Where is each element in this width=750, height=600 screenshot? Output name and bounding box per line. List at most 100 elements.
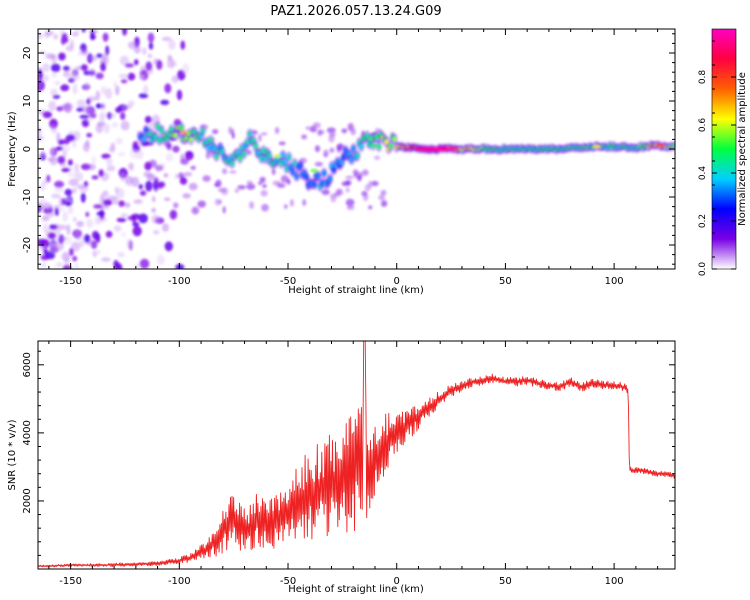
spectrogram-noise-blob (43, 248, 48, 255)
snr-x-label: Height of straight line (km) (288, 584, 424, 595)
spectrogram-noise-blob (63, 137, 70, 145)
spectrogram-noise-blob (91, 155, 96, 166)
spectrogram-noise-blob (115, 85, 120, 96)
spectrogram-scatter-blob (260, 189, 268, 197)
spectrogram-noise-blob (103, 123, 110, 134)
spectrogram-noise-blob (55, 146, 64, 151)
spectrogram-hotspot (430, 147, 459, 151)
spectrogram-noise-blob (95, 123, 104, 134)
x-tick-label: -100 (168, 276, 191, 287)
figure-title: PAZ1.2026.057.13.24.G09 (270, 4, 441, 19)
spectrogram-noise-blob (72, 255, 78, 262)
spectrogram-noise-blob (76, 107, 85, 112)
spectrogram-scatter-blob (364, 184, 371, 192)
spectrogram-noise-blob (81, 119, 90, 128)
spectrogram-noise-blob (92, 230, 99, 240)
y-tick-label: -20 (22, 237, 33, 253)
spectrogram-scatter-blob (278, 141, 286, 146)
spectrogram-scatter-blob (185, 151, 193, 156)
spectrogram-scatter-blob (362, 169, 369, 176)
spectrogram-ridge-core (370, 142, 376, 148)
spectrogram-noise-blob (131, 176, 140, 187)
spectrogram-scatter-blob (329, 131, 336, 138)
spectrogram-scatter-blob (214, 198, 220, 206)
spectrogram-noise-blob (120, 213, 128, 218)
spectrogram-noise-blob (172, 145, 180, 153)
spectrogram-noise-blob (86, 133, 93, 138)
x-tick-label: -150 (59, 576, 82, 587)
spectrogram-ridge-core (298, 162, 303, 168)
spectrogram-noise-blob (134, 59, 139, 66)
spectrogram-noise-blob (90, 30, 95, 41)
spectrogram-noise-blob (54, 208, 59, 216)
spectrogram-noise-blob (77, 51, 84, 56)
spectrogram-scatter-blob (374, 155, 381, 160)
spectrogram-scatter-blob (173, 202, 179, 209)
spectrogram-noise-blob (138, 93, 149, 99)
spectrogram-scatter-blob (380, 200, 388, 207)
colorbar-label: Normalized spectral amplitude (737, 72, 748, 226)
spectrogram-x-label: Height of straight line (km) (288, 285, 424, 296)
spectrogram-scatter-blob (151, 207, 157, 213)
spectrogram-noise-blob (167, 58, 175, 69)
spectrogram-hotspot (273, 154, 282, 158)
spectrogram-noise-blob (168, 39, 176, 50)
spectrogram-scatter-blob (148, 159, 157, 168)
spectrogram-noise-blob (50, 54, 56, 60)
spectrogram-noise-blob (38, 80, 43, 90)
spectrogram-scatter-blob (350, 127, 356, 136)
spectrogram-scatter-blob (217, 187, 226, 193)
spectrogram-noise-blob (61, 32, 68, 43)
spectrogram-scatter-blob (229, 170, 237, 174)
snr-marks (38, 341, 675, 568)
spectrogram-noise-blob (113, 260, 119, 269)
spectrogram-noise-blob (75, 29, 80, 33)
spectrogram-noise-blob (71, 31, 79, 37)
spectrogram-noise-blob (67, 172, 77, 178)
spectrogram-noise-blob (148, 42, 154, 50)
spectrogram-noise-blob (101, 153, 111, 159)
spectrogram-noise-blob (101, 257, 111, 262)
spectrogram-scatter-blob (345, 175, 354, 179)
spectrogram-noise-blob (95, 90, 101, 101)
spectrogram-noise-blob (105, 157, 113, 166)
spectrogram-noise-blob (51, 193, 61, 199)
spectrogram-scatter-blob (283, 204, 288, 210)
spectrogram-ridge-core (294, 173, 299, 179)
spectrogram-noise-blob (102, 199, 113, 206)
spectrogram-noise-blob (46, 202, 54, 210)
spectrogram-noise-blob (54, 180, 65, 188)
spectrogram-noise-blob (88, 68, 96, 77)
spectrogram-noise-blob (46, 211, 56, 218)
spectrogram-noise-blob (102, 52, 108, 64)
spectrogram-noise-blob (102, 32, 109, 42)
spectrogram-ridge-core (247, 131, 252, 137)
spectrogram-noise-blob (74, 229, 81, 241)
spectrogram-scatter-blob (157, 182, 163, 190)
spectrogram-noise-blob (63, 65, 70, 71)
spectrogram-noise-blob (132, 226, 142, 237)
spectrogram-scatter-blob (249, 201, 255, 209)
spectrogram-noise-blob (67, 159, 73, 166)
spectrogram-noise-blob (72, 187, 77, 194)
spectrogram-scatter-blob (330, 195, 337, 203)
spectrogram-noise-blob (182, 63, 190, 74)
spectrogram-noise-blob (80, 64, 88, 71)
spectrogram-ridge-core (312, 182, 317, 188)
spectrogram-noise-blob (56, 132, 61, 143)
spectrogram-ridge-core (253, 143, 258, 149)
spectrogram-scatter-blob (231, 133, 235, 139)
spectrogram-noise-blob (40, 149, 46, 158)
spectrogram-noise-blob (58, 52, 66, 61)
spectrogram-ridge-core (179, 125, 184, 131)
spectrogram-scatter-blob (212, 129, 219, 135)
snr-frame (37, 340, 676, 570)
spectrogram-noise-blob (40, 182, 46, 192)
spectrogram-noise-blob (102, 190, 109, 197)
spectrogram-ridge-core (321, 170, 327, 176)
spectrogram-scatter-blob (271, 168, 276, 175)
spectrogram-noise-blob (156, 254, 165, 265)
spectrogram-noise-blob (118, 73, 129, 79)
colorbar-ticks: 0.0 0.2 0.4 0.6 0.8 (698, 40, 736, 276)
snr-x-ticks: -150 -100 -50 0 50 100 (48, 341, 659, 587)
